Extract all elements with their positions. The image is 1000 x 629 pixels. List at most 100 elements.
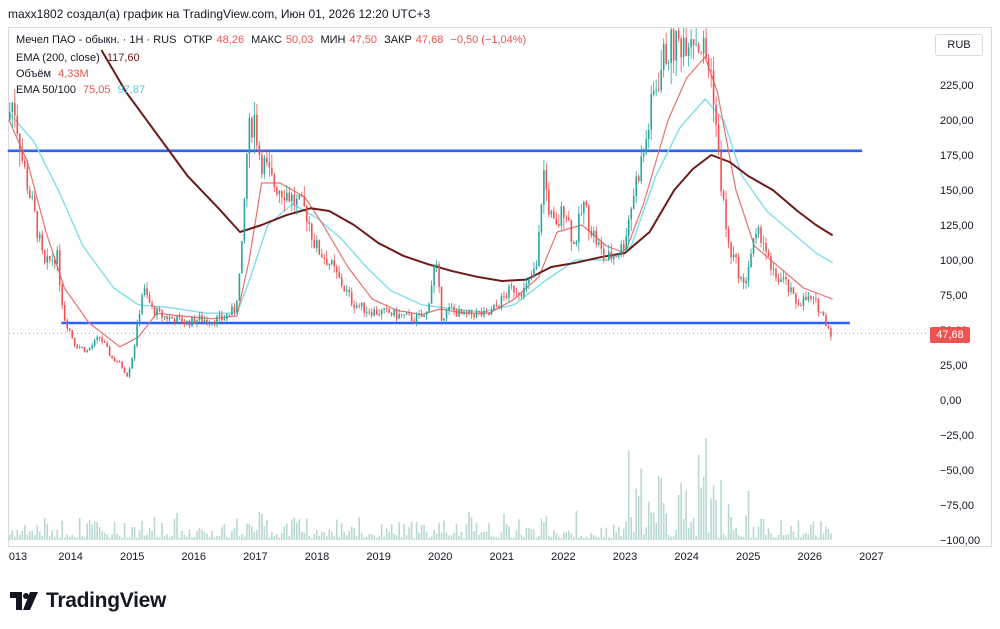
candle-body [161,310,163,318]
volume-bar [543,522,545,540]
candle-body [191,316,193,326]
currency-button[interactable]: RUB [935,34,983,56]
volume-bar [443,520,445,540]
volume-bar [465,524,468,540]
candle-body [208,322,211,324]
volume-bar [647,501,650,540]
candle-body [403,314,405,316]
candle-body [143,288,146,296]
candle-body [418,314,420,315]
candle-body [18,133,21,153]
volume-bar [143,535,146,540]
legend-volume[interactable]: Объём 4,33M [16,68,93,80]
volume-bar [221,527,223,540]
volume-bar [96,522,98,540]
volume-bar [692,517,695,540]
volume-bar [23,524,26,540]
volume-bar [31,530,34,540]
candle-body [443,318,445,321]
candle-body [196,320,198,324]
candle-body [465,311,468,314]
volume-bar [18,534,21,540]
horizontal-lines [7,149,863,325]
brand-logo[interactable]: TradingView [10,589,166,613]
candle-body [558,224,560,226]
volume-bar [191,537,193,540]
candle-body [795,293,797,304]
candle-body [790,287,792,292]
candle-body [680,38,682,58]
candle-body [13,102,16,116]
candle-body [717,124,720,152]
volume-bar [612,524,615,540]
candle-body [88,348,91,351]
volume-bar [218,535,221,540]
candle-body [313,239,316,248]
candle-body [742,277,745,284]
candle-body [348,289,351,293]
volume-bar [650,512,653,540]
volume-bar [398,522,400,540]
volume-bar [370,534,373,540]
candle-body [665,44,667,64]
candle-body [745,280,747,284]
volume-bar [430,536,433,540]
candle-body [400,313,403,316]
volume-bar [825,526,827,540]
volume-bar [335,519,338,540]
x-tick-label: 2015 [120,551,144,563]
y-tick-label: 100,00 [940,255,974,267]
candle-body [308,221,311,224]
candle-body [370,312,373,316]
volume-bar [600,527,603,540]
chart-frame[interactable] [8,27,992,547]
candle-body [123,367,126,373]
candle-body [672,29,675,61]
candle-body [513,285,515,293]
volume-bar [373,535,375,540]
candle-body [118,361,121,363]
volume-bar [9,534,11,540]
volume-bar [113,521,116,540]
volume-bar [385,528,388,540]
legend-ema50-value: 75,05 [83,84,111,96]
volume-bar [812,521,815,540]
candle-body [221,314,223,321]
legend-symbol[interactable]: Мечел ПАО - обыкн. · 1Н · RUS [16,34,177,46]
volume-bar [445,532,448,540]
volume-bar [627,450,630,540]
volume-bar [288,535,291,540]
candle-body [470,309,473,315]
volume-bar [338,537,341,540]
y-tick-label: 75,00 [940,290,968,302]
candle-body [520,294,523,297]
candle-body [662,44,665,70]
legend-ema200[interactable]: EMA (200, close) 117,60 [16,52,144,64]
volume-bar [770,533,772,540]
candle-body [151,302,153,307]
volume-bar [303,532,306,540]
candle-body [495,305,498,307]
volume-bar [498,537,500,540]
candle-body [203,319,206,322]
candle-body [141,295,143,315]
candle-body [555,218,558,225]
candle-body [156,308,158,316]
candle-body [46,255,49,263]
y-tick-label: 25,00 [940,360,968,372]
y-tick-label: 0,00 [940,395,961,407]
candle-body [343,286,346,292]
candle-body [415,314,418,323]
candle-body [338,272,341,278]
legend-ema50-100[interactable]: EMA 50/100 75,05 97,87 [16,84,149,96]
volume-bar [21,531,24,540]
y-tick-label: −75,00 [940,500,974,512]
candle-body [770,256,772,270]
candle-body [23,160,26,167]
candle-body [478,311,480,313]
candle-body [223,318,226,321]
candle-body [281,191,283,198]
volume-bar [176,512,178,540]
volume-bar [305,518,308,540]
